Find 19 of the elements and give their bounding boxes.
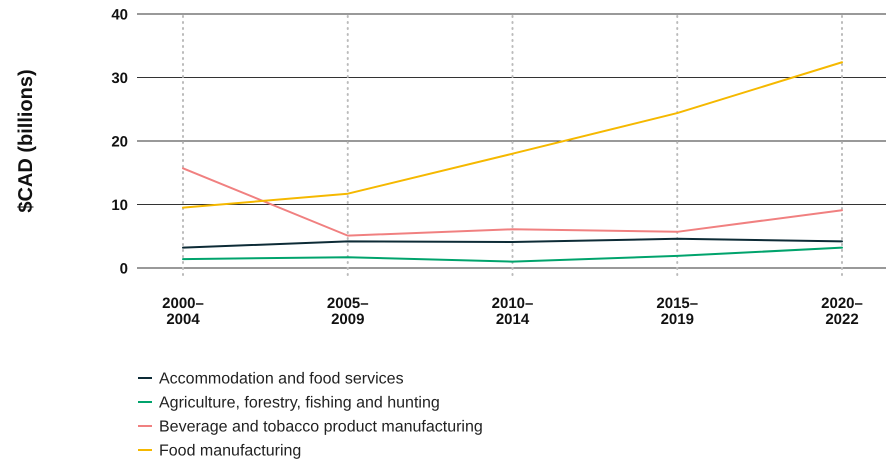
y-tick-label: 10 [111, 196, 128, 214]
legend-label: Agriculture, forestry, fishing and hunting [159, 394, 440, 412]
x-tick-label: 2000–2004 [162, 295, 204, 328]
legend-label: Accommodation and food services [159, 370, 404, 388]
y-axis-title: $CAD (billions) [15, 69, 37, 213]
x-tick-label: 2010–2014 [492, 295, 534, 328]
legend-label: Beverage and tobacco product manufacturing [159, 418, 483, 436]
legend-label: Food manufacturing [159, 442, 302, 459]
x-tick-label: 2005–2009 [326, 295, 369, 328]
y-tick-label: 40 [111, 6, 128, 24]
x-tick-label: 2015–2019 [656, 295, 698, 328]
x-tick-label: 2020–2022 [821, 295, 863, 328]
line-series [182, 246, 843, 263]
line-series [182, 167, 843, 237]
y-tick-label: 0 [120, 260, 128, 278]
line-series [182, 238, 843, 249]
line-series [182, 61, 843, 209]
y-tick-label: 20 [111, 133, 128, 150]
y-tick-label: 30 [111, 70, 128, 87]
